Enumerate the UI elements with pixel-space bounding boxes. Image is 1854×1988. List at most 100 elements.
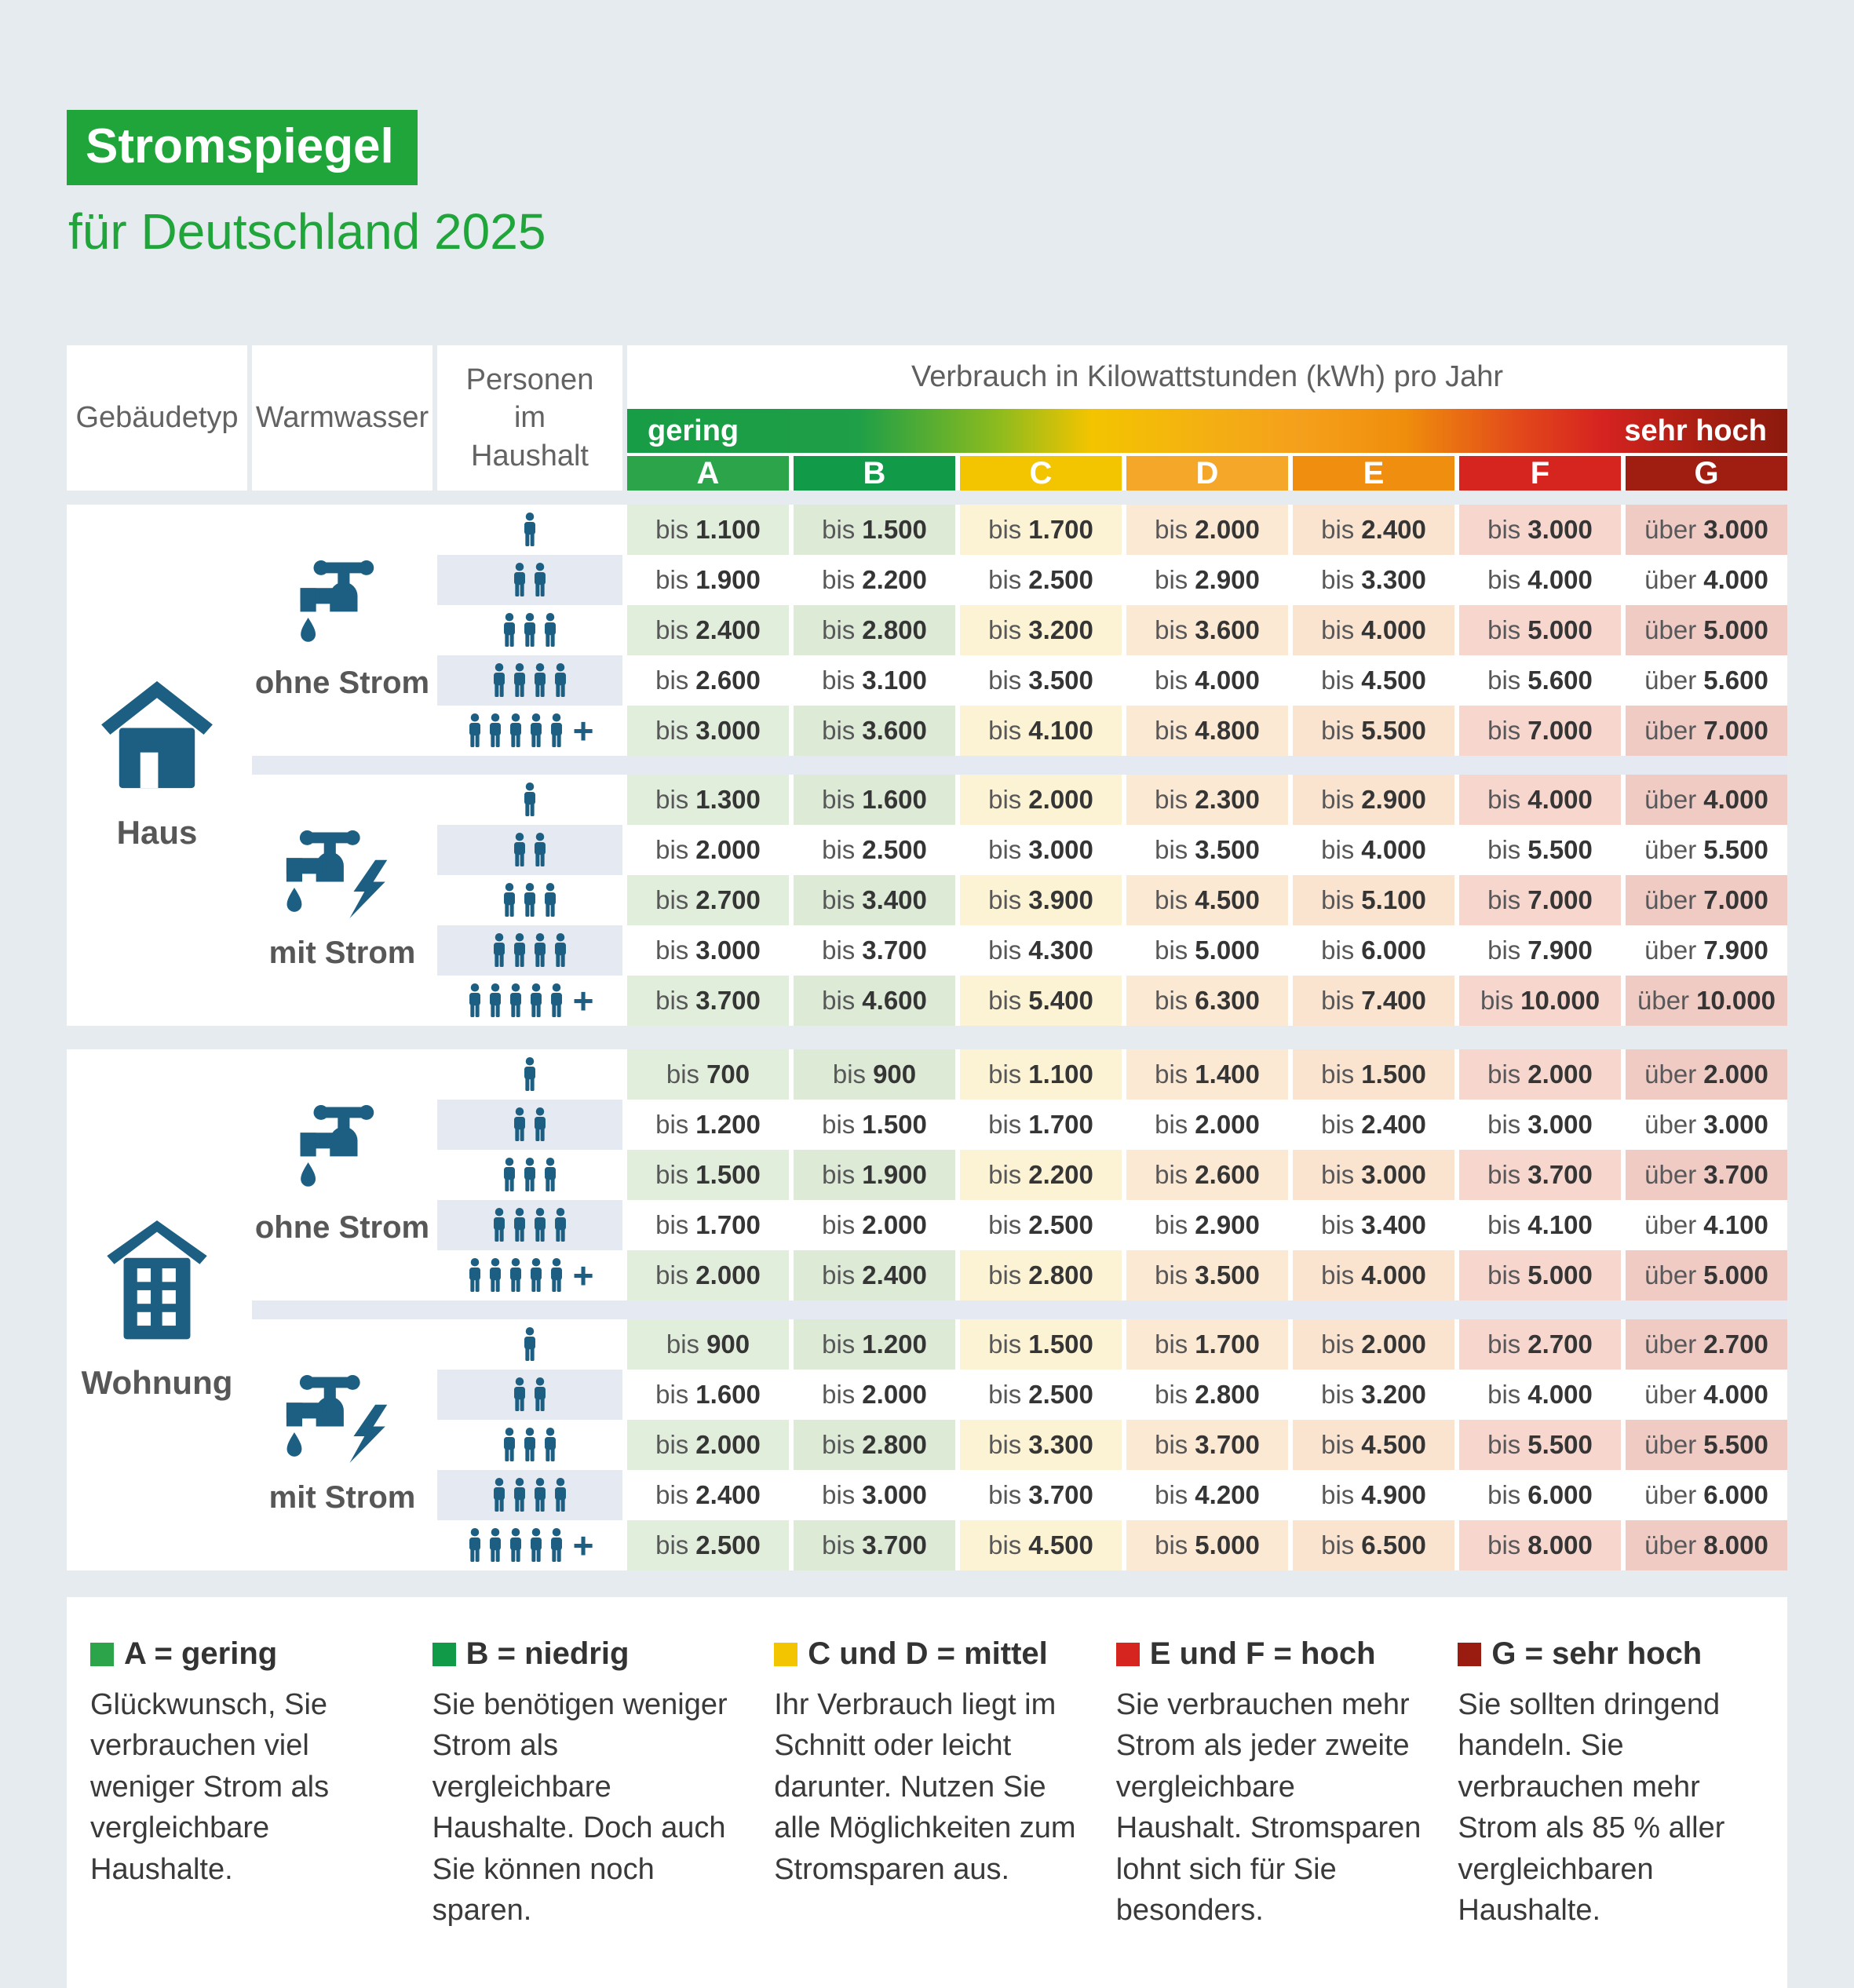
warmwasser-cell: mit Strom [252,1319,432,1570]
cell-value: 3.000 [1703,515,1768,544]
cell-value: 4.000 [1361,835,1426,864]
cell-value: 4.000 [1703,565,1768,594]
apartment-building-icon [107,1220,207,1340]
consumption-cell: bis 3.200 [960,605,1122,655]
legend-item-text: Sie verbrauchen mehr Strom als jeder zwe… [1115,1688,1422,1928]
consumption-cell: bis 2.400 [627,1470,789,1520]
person-icon [504,1428,515,1462]
cell-value: 7.900 [1527,936,1593,965]
cell-value: 1.200 [695,1110,761,1139]
cell-prefix: bis [1487,1530,1521,1559]
cell-prefix: bis [1321,1260,1355,1289]
consumption-cell: über 5.500 [1626,1420,1787,1470]
cell-prefix: bis [988,785,1022,814]
cell-value: 4.500 [1361,666,1426,695]
cell-prefix: bis [1155,1160,1188,1189]
person-icon [509,713,521,748]
cell-value: 3.100 [862,666,927,695]
person-icon [504,1158,515,1192]
consumption-cell: bis 1.900 [794,1150,955,1200]
cell-value: 10.000 [1520,986,1600,1015]
persons-cell [437,1200,622,1250]
cell-prefix: über [1644,1530,1697,1559]
cell-prefix: bis [1155,1060,1188,1089]
cell-prefix: bis [822,515,856,544]
person-icon [524,1428,535,1462]
cell-prefix: über [1644,885,1697,914]
cell-value: 1.500 [862,1110,927,1139]
consumption-cell: bis 1.600 [794,775,955,825]
consumption-cell: über 10.000 [1626,976,1787,1026]
cell-prefix: über [1644,666,1697,695]
cell-value: 4.100 [1703,1210,1768,1239]
cell-value: 1.700 [695,1210,761,1239]
warmwasser-cell: ohne Strom [252,1049,432,1300]
cell-value: 3.000 [1703,1110,1768,1139]
consumption-cell: bis 5.100 [1293,875,1454,925]
cell-value: 2.200 [862,565,927,594]
cell-prefix: bis [1155,1380,1188,1409]
person-icon [504,613,515,647]
cell-value: 700 [706,1060,750,1089]
person-icon [524,613,535,647]
person-icon [530,1528,542,1563]
class-letter-G: G [1626,456,1787,491]
tap-lightning-icon [286,1374,388,1463]
legend-color-square [774,1642,798,1666]
consumption-cell: bis 10.000 [1459,976,1621,1026]
cell-prefix: bis [1321,1530,1355,1559]
consumption-cell: über 4.100 [1626,1200,1787,1250]
cell-value: 4.600 [862,986,927,1015]
cell-value: 4.100 [1028,716,1093,745]
persons-cell: + [437,706,622,756]
cell-prefix: bis [655,565,689,594]
consumption-cell: bis 4.900 [1293,1470,1454,1520]
cell-prefix: bis [1321,1480,1355,1509]
scale-title: Verbrauch in Kilowattstunden (kWh) pro J… [911,360,1504,393]
cell-prefix: bis [655,1530,689,1559]
legend-item: E und F = hoch Sie verbrauchen mehr Strom… [1115,1636,1422,1931]
cell-prefix: über [1644,1430,1697,1459]
cell-prefix: bis [655,785,689,814]
consumption-cell: bis 1.500 [1293,1049,1454,1100]
cell-prefix: bis [666,1060,700,1089]
person-icon [524,883,535,917]
cell-value: 1.500 [695,1160,761,1189]
person-icon [494,663,505,698]
person-icon [469,713,480,748]
person-icon [555,1478,566,1512]
persons-cell [437,1319,622,1370]
persons-cell [437,925,622,976]
person-icon [509,983,521,1018]
consumption-cell: bis 1.200 [627,1100,789,1150]
warmwasser-cell: ohne Strom [252,505,432,756]
class-letter-A: A [627,456,789,491]
cell-value: 2.400 [1361,515,1426,544]
cell-value: 3.400 [862,885,927,914]
cell-prefix: bis [988,1110,1022,1139]
consumption-cell: bis 3.700 [1459,1150,1621,1200]
person-icon [545,1428,556,1462]
scale-high-label: sehr hoch [1624,414,1767,447]
cell-value: 3.000 [695,716,761,745]
cell-prefix: bis [1487,716,1521,745]
consumption-cell: bis 4.000 [1293,1250,1454,1300]
person-icon [514,1478,525,1512]
building-section-wohnung: Wohnung ohne Strom bis 700 bis 900 bis 1.100 bis… [67,1049,1787,1570]
person-icon [535,563,546,597]
consumption-cell: bis 1.700 [627,1200,789,1250]
consumption-cell: über 2.000 [1626,1049,1787,1100]
cell-value: 2.500 [1028,1380,1093,1409]
consumption-cell: bis 2.500 [960,555,1122,605]
person-icon [545,613,556,647]
person-icon [524,513,535,547]
consumption-cell: bis 4.000 [1459,775,1621,825]
cell-prefix: bis [822,1260,856,1289]
cell-value: 5.000 [1527,1260,1593,1289]
consumption-cell: bis 4.500 [1126,875,1288,925]
cell-prefix: bis [655,1380,689,1409]
person-icon [535,1478,546,1512]
building-cell: Wohnung [67,1049,247,1570]
